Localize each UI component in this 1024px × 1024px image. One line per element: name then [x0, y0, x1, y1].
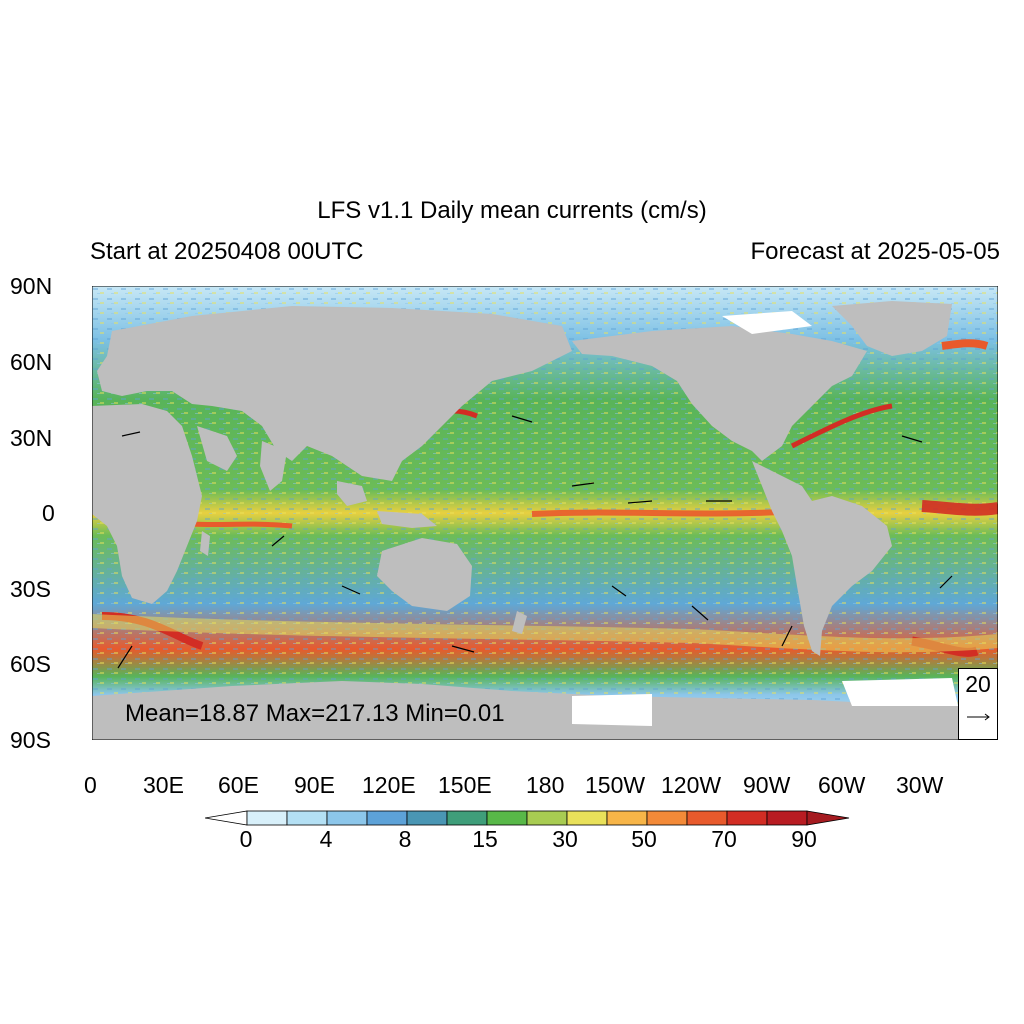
lon-label: 60E [218, 772, 259, 799]
indian-equatorial-current [192, 524, 292, 526]
lon-label: 120E [362, 772, 416, 799]
colorbar-cell [607, 811, 647, 825]
map-panel [92, 286, 998, 740]
colorbar-cell [447, 811, 487, 825]
forecast-time-label: Forecast at 2025-05-05 [751, 238, 1000, 266]
colorbar-cell [367, 811, 407, 825]
colorbar-under-triangle [205, 811, 247, 825]
equatorial-current [532, 512, 782, 514]
colorbar-cell [527, 811, 567, 825]
lon-label: 150E [438, 772, 492, 799]
lat-label: 30S [10, 576, 51, 603]
colorbar-cell [247, 811, 287, 825]
lon-label: 120W [661, 772, 721, 799]
reference-vector-value: 20 [959, 671, 997, 698]
colorbar-label: 30 [540, 826, 590, 853]
colorbar-cell [687, 811, 727, 825]
colorbar-label: 8 [380, 826, 430, 853]
colorbar-label: 15 [460, 826, 510, 853]
lat-label: 60S [10, 651, 51, 678]
colorbar-cell [327, 811, 367, 825]
colorbar-label: 90 [779, 826, 829, 853]
colorbar-over-triangle [807, 811, 849, 825]
start-time-label: Start at 20250408 00UTC [90, 238, 364, 266]
lat-label: 0 [42, 500, 55, 527]
colorbar-cell [767, 811, 807, 825]
lat-label: 90S [10, 727, 51, 754]
colorbar-label: 4 [301, 826, 351, 853]
lon-label: 180 [526, 772, 564, 799]
colorbar-cell [407, 811, 447, 825]
colorbar-cell [647, 811, 687, 825]
colorbar-cell [287, 811, 327, 825]
lat-label: 90N [10, 273, 52, 300]
lon-label: 90E [294, 772, 335, 799]
colorbar-cell [487, 811, 527, 825]
colorbar-label: 50 [619, 826, 669, 853]
weddell-sea-ice [842, 678, 958, 706]
colorbar-cell [567, 811, 607, 825]
atlantic-equatorial-current [922, 506, 998, 510]
reference-vector-box: 20 [958, 668, 998, 740]
north-atlantic-drift [942, 343, 987, 346]
lat-label: 60N [10, 349, 52, 376]
reference-arrow-icon [959, 707, 997, 727]
currents-map [92, 286, 998, 740]
lon-label: 0 [84, 772, 97, 799]
statistics-label: Mean=18.87 Max=217.13 Min=0.01 [125, 700, 505, 728]
lat-label: 30N [10, 425, 52, 452]
colorbar-cell [727, 811, 767, 825]
colorbar-label: 70 [699, 826, 749, 853]
lon-label: 30W [896, 772, 943, 799]
lon-label: 30E [143, 772, 184, 799]
colorbar-label: 0 [221, 826, 271, 853]
map-title: LFS v1.1 Daily mean currents (cm/s) [0, 197, 1024, 225]
ross-sea-ice [572, 694, 652, 726]
lon-label: 60W [818, 772, 865, 799]
lon-label: 90W [743, 772, 790, 799]
lon-label: 150W [585, 772, 645, 799]
